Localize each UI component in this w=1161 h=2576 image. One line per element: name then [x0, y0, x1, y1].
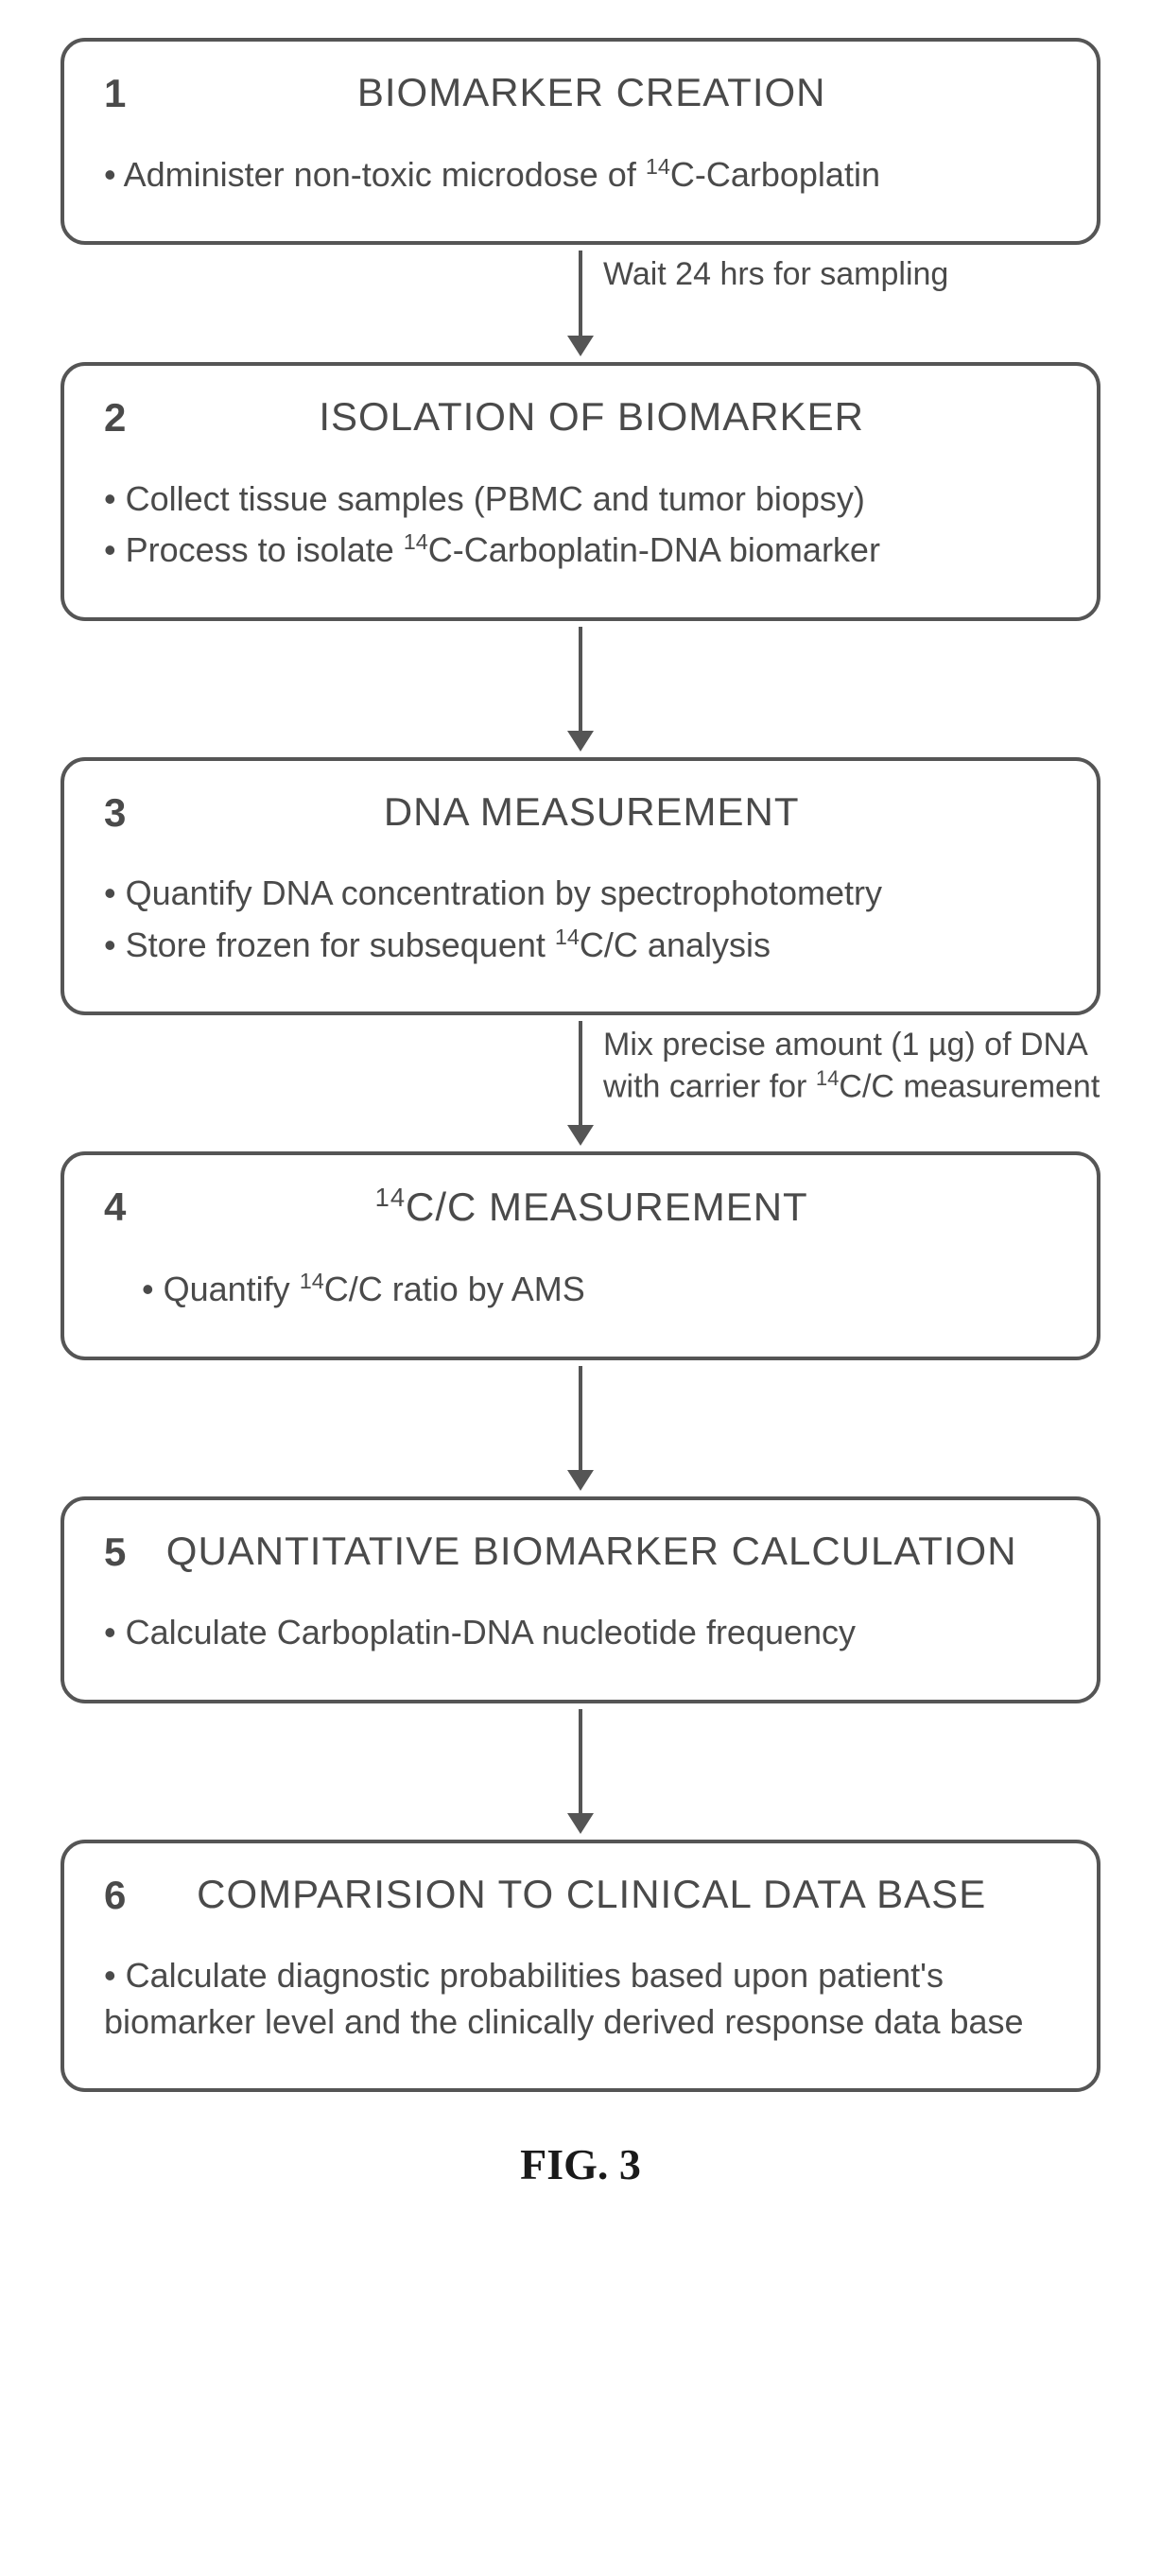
node-number: 2: [104, 392, 126, 438]
flow-edge: [61, 1703, 1100, 1840]
flow-edge: Mix precise amount (1 µg) of DNA with ca…: [61, 1015, 1100, 1151]
arrow-line: [579, 1021, 582, 1125]
node-bullet: • Collect tissue samples (PBMC and tumor…: [104, 476, 1057, 523]
figure-caption: FIG. 3: [47, 2139, 1114, 2189]
node-number: 6: [104, 1870, 126, 1915]
node-title: 14C/C MEASUREMENT: [164, 1182, 1057, 1233]
edge-label: Wait 24 hrs for sampling: [603, 254, 948, 295]
node-header: 4 14C/C MEASUREMENT: [104, 1182, 1057, 1233]
flow-node: 6 COMPARISION TO CLINICAL DATA BASE • Calc…: [61, 1840, 1100, 2093]
node-body: • Collect tissue samples (PBMC and tumor…: [104, 476, 1057, 574]
arrow-head-icon: [567, 336, 594, 356]
node-title: ISOLATION OF BIOMARKER: [164, 392, 1057, 442]
arrow-line: [579, 251, 582, 336]
arrow-line: [579, 1366, 582, 1470]
node-header: 5 QUANTITATIVE BIOMARKER CALCULATION: [104, 1527, 1057, 1577]
node-bullet: • Quantify DNA concentration by spectrop…: [104, 871, 1057, 917]
flow-node: 2 ISOLATION OF BIOMARKER • Collect tissue …: [61, 362, 1100, 621]
node-number: 3: [104, 787, 126, 833]
node-number: 1: [104, 68, 126, 113]
node-bullet: • Calculate diagnostic probabilities bas…: [104, 1953, 1057, 2045]
node-body: • Calculate Carboplatin-DNA nucleotide f…: [104, 1610, 1057, 1656]
node-number: 4: [104, 1182, 126, 1227]
node-title: COMPARISION TO CLINICAL DATA BASE: [164, 1870, 1057, 1920]
flow-edge: [61, 1360, 1100, 1496]
node-bullet: • Process to isolate 14C-Carboplatin-DNA…: [104, 527, 1057, 574]
node-title: BIOMARKER CREATION: [164, 68, 1057, 118]
node-bullet: • Calculate Carboplatin-DNA nucleotide f…: [104, 1610, 1057, 1656]
arrow-line: [579, 1709, 582, 1813]
node-bullet: • Administer non-toxic microdose of 14C-…: [104, 152, 1057, 199]
flow-node: 1 BIOMARKER CREATION • Administer non-toxi…: [61, 38, 1100, 245]
node-number: 5: [104, 1527, 126, 1572]
node-bullet: • Store frozen for subsequent 14C/C anal…: [104, 923, 1057, 969]
arrow-head-icon: [567, 1125, 594, 1146]
node-body: • Quantify DNA concentration by spectrop…: [104, 871, 1057, 968]
arrow-icon: [567, 627, 594, 752]
node-body: • Administer non-toxic microdose of 14C-…: [104, 152, 1057, 199]
node-header: 1 BIOMARKER CREATION: [104, 68, 1057, 118]
node-body: • Quantify 14C/C ratio by AMS: [104, 1267, 1057, 1313]
flow-edge: [61, 621, 1100, 757]
flow-node: 5 QUANTITATIVE BIOMARKER CALCULATION • Cal…: [61, 1496, 1100, 1703]
node-body: • Calculate diagnostic probabilities bas…: [104, 1953, 1057, 2045]
node-bullet: • Quantify 14C/C ratio by AMS: [104, 1267, 1057, 1313]
arrow-head-icon: [567, 1470, 594, 1491]
edge-label: Mix precise amount (1 µg) of DNA with ca…: [603, 1025, 1100, 1106]
node-title: QUANTITATIVE BIOMARKER CALCULATION: [164, 1527, 1057, 1577]
arrow-icon: [567, 1709, 594, 1834]
arrow-icon: [567, 1366, 594, 1491]
node-header: 2 ISOLATION OF BIOMARKER: [104, 392, 1057, 442]
arrow-line: [579, 627, 582, 731]
node-header: 3 DNA MEASUREMENT: [104, 787, 1057, 838]
node-header: 6 COMPARISION TO CLINICAL DATA BASE: [104, 1870, 1057, 1920]
flow-node: 3 DNA MEASUREMENT • Quantify DNA concentra…: [61, 757, 1100, 1016]
arrow-head-icon: [567, 731, 594, 752]
arrow-head-icon: [567, 1813, 594, 1834]
flow-node: 4 14C/C MEASUREMENT • Quantify 14C/C rati…: [61, 1151, 1100, 1359]
arrow-icon: [567, 1021, 594, 1146]
arrow-icon: [567, 251, 594, 356]
flow-edge: Wait 24 hrs for sampling: [61, 245, 1100, 362]
flowchart-container: 1 BIOMARKER CREATION • Administer non-toxi…: [47, 38, 1114, 2092]
node-title: DNA MEASUREMENT: [164, 787, 1057, 838]
